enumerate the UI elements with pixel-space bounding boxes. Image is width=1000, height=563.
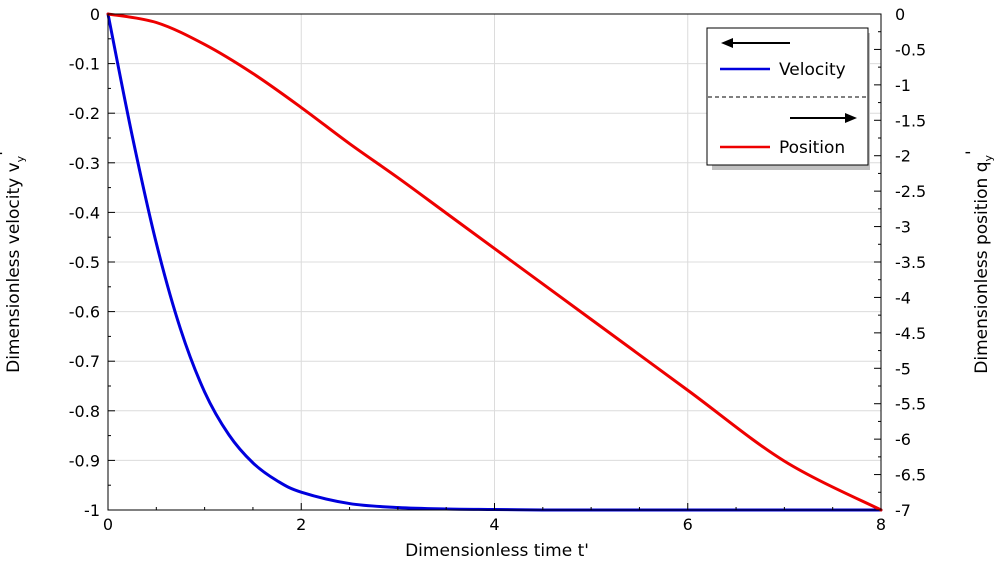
- x-tick-label: 4: [489, 515, 499, 534]
- y-right-tick-label: -4.5: [895, 324, 926, 343]
- y-right-tick-label: -3.5: [895, 253, 926, 272]
- y-right-tick-label: -6: [895, 430, 911, 449]
- left-axis: 0 -0.1 -0.2 -0.3 -0.4 -0.5 -0.6 -0.7 -0.8 -0.9 -1: [69, 5, 115, 520]
- arrow-left-icon: [721, 38, 733, 48]
- y-left-tick-label: -0.9: [69, 451, 100, 470]
- y-left-tick-label: 0: [90, 5, 100, 24]
- y-right-tick-label: -0.5: [895, 40, 926, 59]
- y-right-tick-label: -4: [895, 288, 911, 307]
- legend-position-label: Position: [779, 138, 845, 158]
- y-left-tick-label: -0.7: [69, 352, 100, 371]
- grid: [108, 14, 881, 510]
- legend-velocity-label: Velocity: [779, 60, 846, 80]
- y-left-tick-label: -0.8: [69, 402, 100, 421]
- y-axis-left-title: Dimensionless velocity vy': [0, 151, 27, 373]
- y-right-tick-label: -5.5: [895, 395, 926, 414]
- bottom-axis: 0 2 4 6 8: [103, 503, 886, 534]
- x-tick-label: 0: [103, 515, 113, 534]
- y-right-tick-label: -1: [895, 76, 911, 95]
- legend: Velocity Position: [706, 27, 870, 170]
- y-right-tick-label: -3: [895, 218, 911, 237]
- x-axis-title: Dimensionless time t': [405, 541, 589, 561]
- x-tick-label: 2: [296, 515, 306, 534]
- y-right-tick-label: -1.5: [895, 111, 926, 130]
- series-position-line: [106, 12, 883, 512]
- y-left-tick-label: -0.4: [69, 203, 100, 222]
- y-right-tick-label: -2.5: [895, 182, 926, 201]
- y-left-tick-label: -1: [84, 501, 100, 520]
- x-tick-label: 6: [683, 515, 693, 534]
- y-left-tick-label: -0.3: [69, 154, 100, 173]
- y-right-tick-label: -6.5: [895, 466, 926, 485]
- arrow-right-icon: [845, 113, 857, 123]
- y-axis-right-title: Dimensionless position qy': [963, 150, 995, 373]
- x-tick-label: 8: [876, 515, 886, 534]
- y-left-tick-label: -0.2: [69, 104, 100, 123]
- y-right-tick-label: 0: [895, 5, 905, 24]
- y-left-tick-label: -0.1: [69, 55, 100, 74]
- y-right-tick-label: -7: [895, 501, 911, 520]
- right-axis: 0 -0.5 -1 -1.5 -2 -2.5 -3 -3.5 -4 -4.5 -5 -5.5 -6 -6.…: [874, 5, 926, 520]
- y-right-tick-label: -2: [895, 147, 911, 166]
- y-left-tick-label: -0.5: [69, 253, 100, 272]
- y-left-tick-label: -0.6: [69, 303, 100, 322]
- y-right-tick-label: -5: [895, 359, 911, 378]
